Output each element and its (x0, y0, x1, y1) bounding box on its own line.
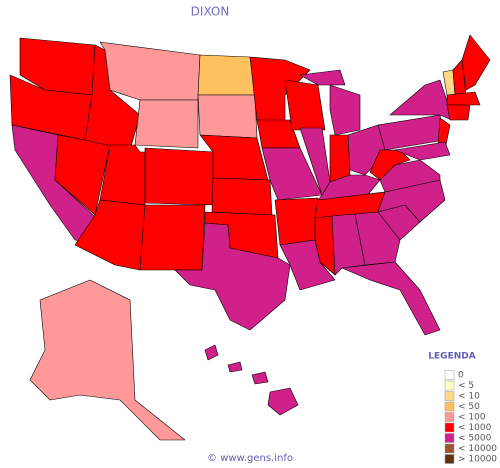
region (354, 211, 401, 266)
legend-swatch (444, 391, 455, 401)
region (284, 79, 326, 131)
region (99, 41, 201, 101)
legend-label: < 50 (458, 402, 480, 412)
region (314, 215, 336, 276)
legend-swatch (444, 422, 455, 433)
region (329, 84, 361, 136)
legend-label: < 100 (458, 413, 486, 423)
region (174, 222, 291, 331)
region (134, 99, 199, 149)
legend-label: < 10 (458, 392, 480, 402)
region (204, 344, 219, 361)
legend-swatch (444, 433, 455, 443)
legend-swatch (444, 401, 455, 412)
region (389, 79, 453, 121)
legend-label: < 5000 (458, 434, 492, 444)
region (299, 69, 346, 86)
footer: © www.gens.info (207, 453, 293, 464)
legend-label: < 1000 (458, 423, 492, 433)
region (446, 91, 481, 106)
region (341, 261, 441, 336)
legend-label: < 5 (458, 381, 474, 391)
region (139, 204, 206, 271)
region (144, 147, 216, 206)
legend-title: LEGENDA (428, 352, 475, 362)
legend-swatch (444, 412, 455, 422)
legend-swatch (444, 454, 455, 464)
region (267, 387, 299, 416)
region (394, 141, 451, 161)
region (29, 279, 186, 441)
region (211, 177, 273, 216)
region (274, 197, 319, 246)
region (251, 371, 269, 385)
legend-swatch (444, 370, 455, 380)
region (227, 361, 243, 373)
region (329, 134, 351, 183)
legend-label: 0 (458, 371, 464, 381)
region (446, 104, 471, 121)
map-title: DIXON (191, 5, 230, 19)
region (261, 147, 323, 201)
region (461, 34, 491, 91)
legend-label: < 10000 (458, 444, 497, 454)
legend-swatch (444, 380, 455, 391)
region (197, 54, 256, 96)
region (197, 94, 258, 139)
legend-swatch (444, 443, 455, 454)
legend-label: > 10000 (458, 455, 497, 465)
region (54, 134, 111, 216)
